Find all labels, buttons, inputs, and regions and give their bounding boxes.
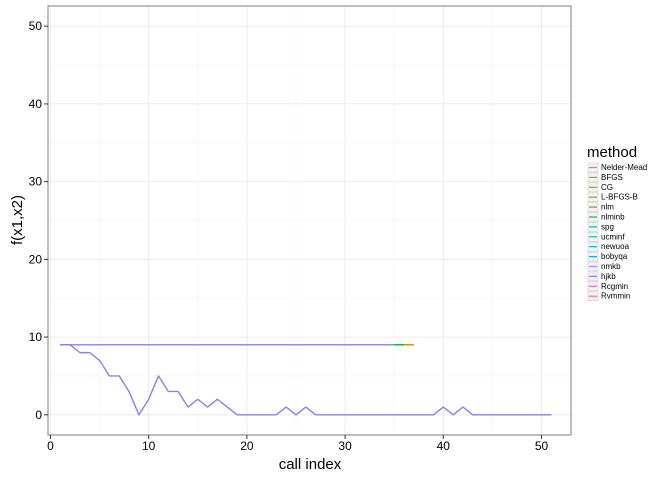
x-tick-label: 0: [47, 439, 54, 453]
y-tick-label: 40: [29, 97, 43, 111]
legend-label: Rcgmin: [601, 282, 628, 291]
legend-title: method: [587, 144, 637, 161]
x-tick-label: 10: [142, 439, 156, 453]
x-axis: 0 10 20 30 40 50: [47, 435, 549, 453]
y-tick-label: 20: [29, 252, 43, 266]
grid: [48, 6, 571, 435]
legend-label: nmkb: [601, 262, 621, 271]
plot-border: [47, 5, 572, 436]
series-line-hjkb: [60, 344, 552, 416]
legend-label: bobyqa: [601, 252, 628, 261]
y-tick-label: 10: [29, 330, 43, 344]
x-tick-label: 30: [338, 439, 352, 453]
legend-label: L-BFGS-B: [601, 193, 638, 202]
legend-label: CG: [601, 183, 613, 192]
legend: Nelder-MeadBFGSCGL-BFGS-Bnlmnlminbspgucm…: [587, 162, 647, 302]
legend-label: Rvmmin: [601, 292, 630, 301]
legend-label: BFGS: [601, 173, 623, 182]
legend-label: ucminf: [601, 232, 625, 241]
legend-label: newuoa: [601, 242, 630, 251]
legend-label: hjkb: [601, 272, 616, 281]
y-axis-title: f(x1,x2): [9, 195, 26, 245]
legend-label: nlm: [601, 203, 614, 212]
y-tick-label: 30: [29, 175, 43, 189]
y-tick-label: 50: [29, 19, 43, 33]
y-axis: 0 10 20 30 40 50: [29, 19, 48, 422]
legend-label: Nelder-Mead: [601, 163, 647, 172]
x-tick-label: 40: [437, 439, 451, 453]
legend-label: spg: [601, 222, 614, 231]
x-tick-label: 50: [535, 439, 549, 453]
x-axis-title: call index: [279, 456, 342, 473]
y-tick-label: 0: [35, 408, 42, 422]
series-lines: [60, 344, 552, 416]
legend-label: nlminb: [601, 213, 625, 222]
x-tick-label: 20: [240, 439, 254, 453]
